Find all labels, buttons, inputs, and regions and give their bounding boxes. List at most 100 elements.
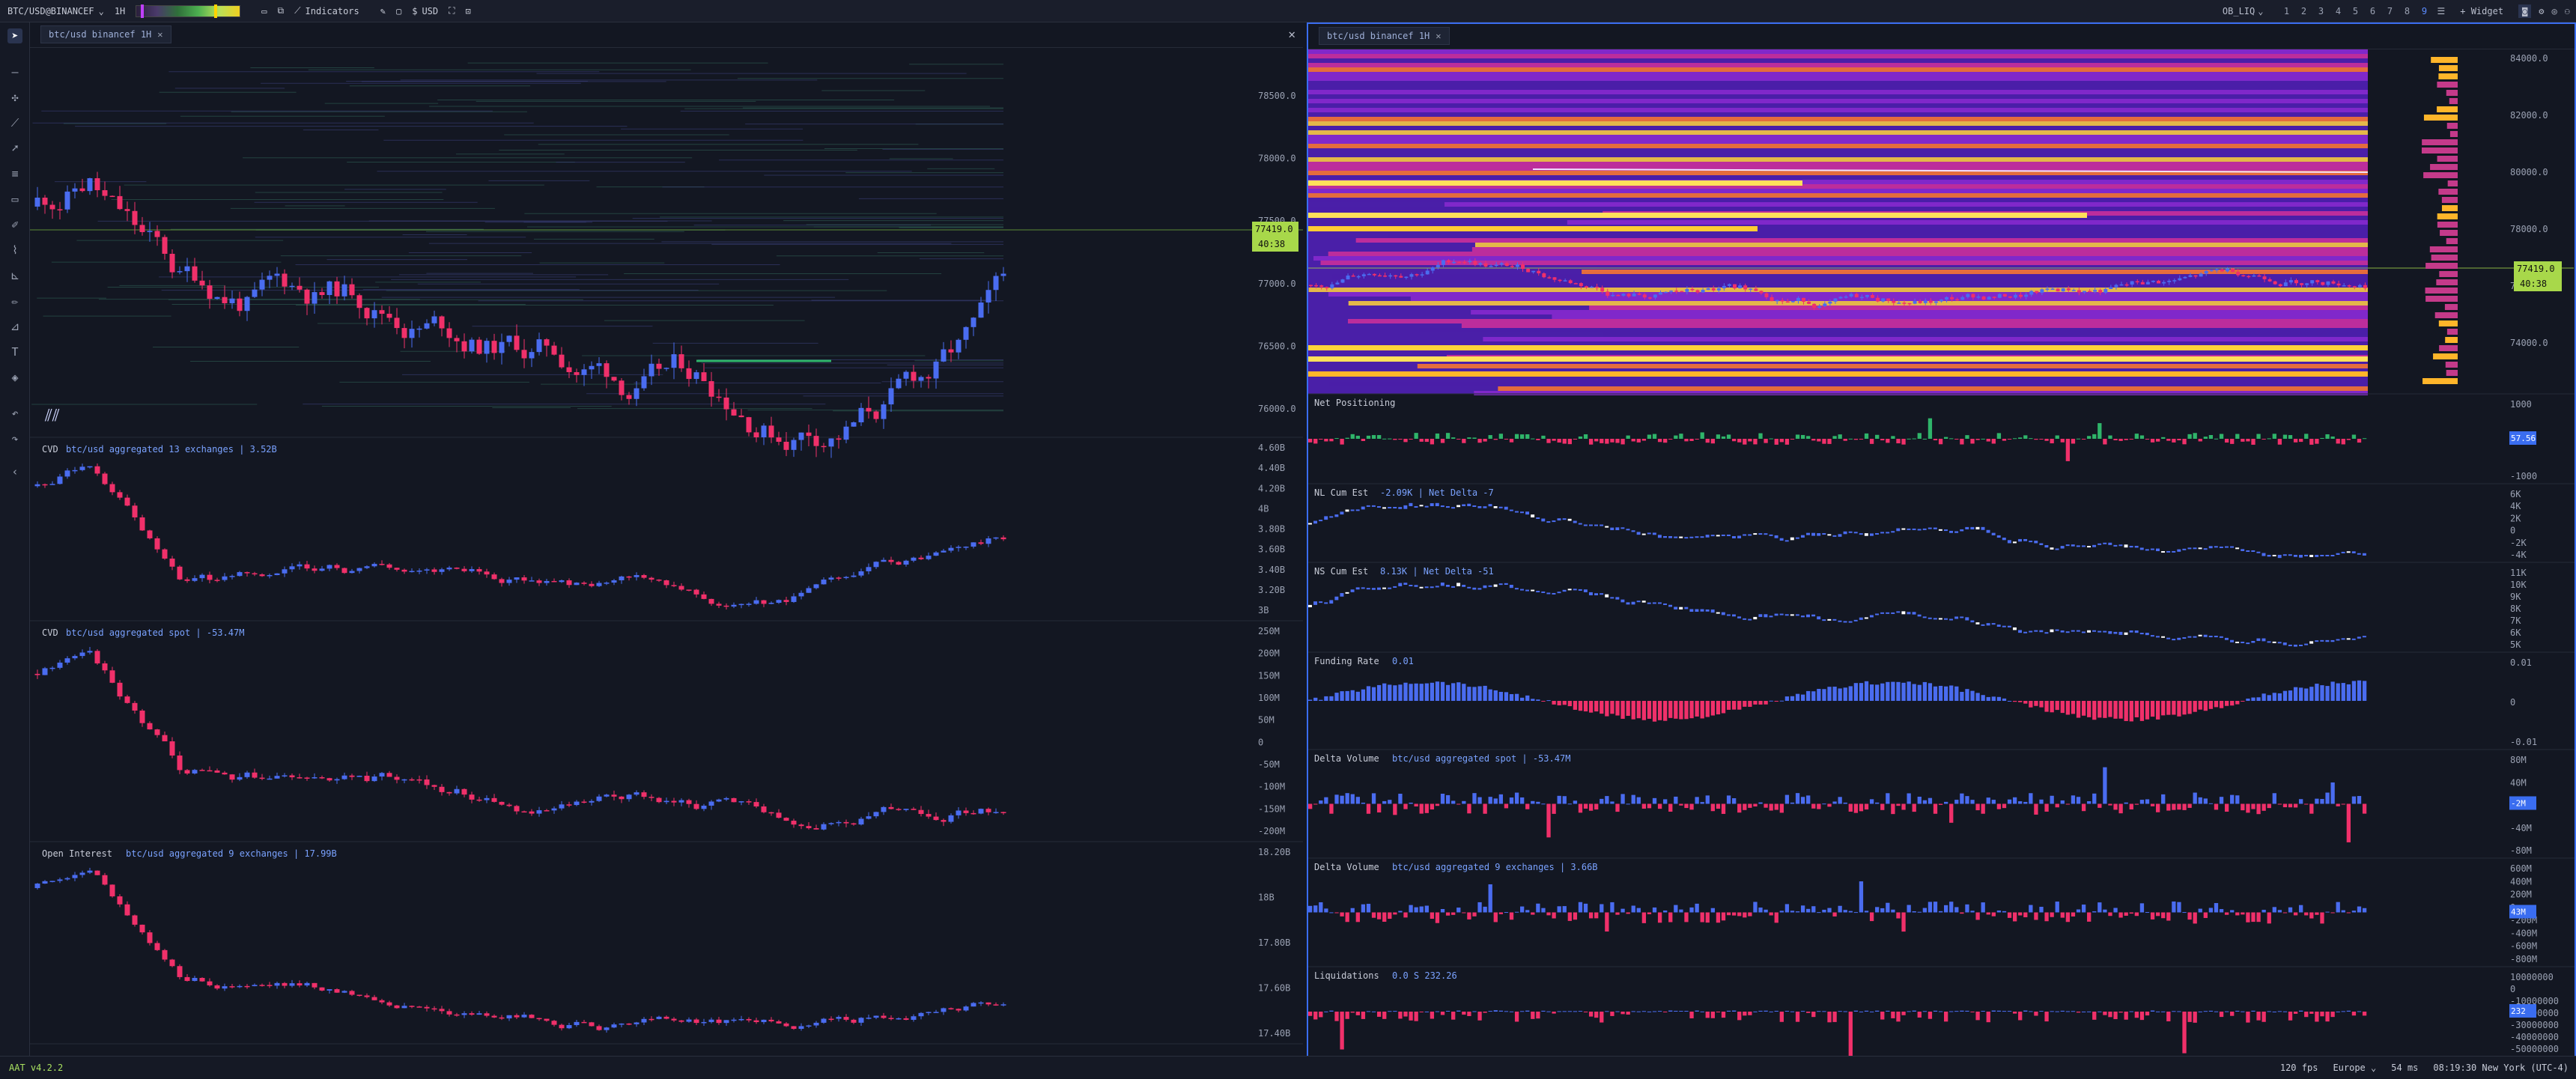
chart-pattern-icon[interactable]: ⌇ [12, 243, 18, 257]
fullscreen-icon[interactable]: ⛶ [449, 5, 455, 16]
cum-est-bar [1901, 611, 1906, 615]
layout-preset-selector[interactable]: OB_LIQ ⌄ [2223, 6, 2264, 16]
delta-bar [1398, 911, 1403, 913]
panel2-candle [873, 1015, 879, 1018]
cursor-icon[interactable]: ➤ [7, 28, 22, 43]
range-handle-low[interactable] [141, 4, 145, 18]
screenshot-icon[interactable]: ⊡ [465, 5, 471, 16]
panel2-candle [529, 1015, 535, 1018]
panel1-candle [926, 814, 932, 817]
cum-est-bar [1605, 526, 1609, 528]
layout-9-button[interactable]: 9 [2421, 6, 2428, 16]
arrow-icon[interactable]: ➚ [11, 142, 19, 155]
region-selector[interactable]: Europe ⌄ [2333, 1063, 2377, 1073]
delta-bar [2055, 701, 2059, 711]
right-chart-canvas[interactable]: 84000.082000.080000.078000.076000.074000… [1308, 49, 2575, 1057]
layout-2-button[interactable]: 2 [2300, 6, 2307, 16]
price-candle [237, 298, 243, 311]
rprice-candle [1966, 294, 1970, 297]
ruler-icon[interactable]: ⊾ [10, 269, 20, 282]
delta-bar [1382, 912, 1387, 923]
draw-icon[interactable]: ✎ [380, 5, 386, 16]
layout-8-button[interactable]: 8 [2404, 6, 2411, 16]
heatmap-band [1320, 261, 2368, 265]
delta-bar [1986, 797, 1990, 804]
heatmap-band [1582, 270, 2368, 274]
panel1-candle [491, 797, 497, 802]
currency-selector[interactable]: $ USD [412, 6, 438, 16]
folder-icon[interactable]: ▢ [395, 5, 402, 16]
measure-icon[interactable]: ⊿ [10, 320, 20, 333]
cum-est-bar [1901, 528, 1906, 530]
rpanel2-axis-tick: 7K [2510, 616, 2521, 626]
symbol-label: BTC/USD@BINANCEF [7, 5, 94, 16]
cum-est-bar [1498, 506, 1503, 508]
price-candle [746, 417, 752, 433]
heatmap-range-slider[interactable] [136, 4, 241, 18]
rprice-candle [1361, 274, 1366, 276]
parallel-lines-icon[interactable]: ≡ [11, 167, 19, 180]
layout-6-button[interactable]: 6 [2369, 6, 2376, 16]
delta-bar [1536, 801, 1540, 804]
crosshair-icon[interactable]: ✣ [11, 91, 19, 104]
right-chart-tab[interactable]: btc/usd binancef 1H ✕ [1319, 27, 1450, 45]
rprice-candle [2088, 291, 2092, 293]
close-tab-icon[interactable]: ✕ [157, 29, 163, 40]
layout-5-button[interactable]: 5 [2352, 6, 2359, 16]
cum-est-bar [1504, 506, 1508, 510]
volume-profile-bar [2425, 288, 2458, 294]
user-icon[interactable]: ⚇ [2564, 6, 2570, 16]
text-icon[interactable]: T [11, 345, 19, 359]
trendline-icon[interactable]: ⟋ [10, 116, 19, 130]
rectangle-icon[interactable]: ▭ [11, 192, 19, 206]
delta-bar [1732, 439, 1737, 442]
liquidity-band [1308, 226, 1758, 231]
left-chart-canvas[interactable]: 78500.078000.077500.077000.076500.076000… [30, 48, 1303, 1056]
delta-bar [2081, 905, 2086, 913]
layout-1-button[interactable]: 1 [2283, 6, 2290, 16]
compare-icon[interactable]: ⧉ [277, 5, 285, 16]
rprice-candle [1478, 263, 1483, 265]
cum-est-bar [1721, 534, 1725, 536]
indicators-button[interactable]: ⟋ Indicators [294, 5, 359, 16]
panel2-candle [918, 1012, 924, 1017]
close-tab-icon[interactable]: ✕ [1436, 31, 1442, 41]
pencil-icon[interactable]: ✏ [11, 294, 19, 308]
panel0-candle [596, 583, 602, 586]
delta-bar [1806, 1012, 1811, 1013]
delta-bar [2267, 912, 2271, 924]
panel2-candle [154, 943, 160, 950]
delta-bar [2241, 803, 2245, 811]
brush-icon[interactable]: ✐ [11, 218, 19, 231]
undo-icon[interactable]: ↶ [11, 407, 19, 420]
heatmap-band [1334, 350, 2368, 355]
timeframe-selector[interactable]: 1H [114, 5, 126, 16]
symbol-selector[interactable]: BTC/USD@BINANCEF ⌄ [7, 6, 104, 16]
collapse-sidebar-icon[interactable]: ‹ [11, 465, 19, 478]
panel1-candle [297, 777, 303, 779]
redo-icon[interactable]: ↷ [11, 432, 19, 446]
panel2-candle [619, 1023, 625, 1025]
rpanel1-axis-tick: 2K [2510, 513, 2521, 523]
range-handle-high[interactable] [214, 4, 218, 18]
list-icon[interactable]: ☰ [2437, 6, 2446, 16]
gear-icon[interactable]: ⚙ [2539, 6, 2545, 16]
add-widget-button[interactable]: + Widget [2460, 6, 2504, 16]
chart-type-icon[interactable]: ▭ [261, 5, 267, 16]
close-pane-icon[interactable]: ✕ [1288, 27, 1295, 41]
layout-7-button[interactable]: 7 [2387, 6, 2393, 16]
delta-bar [1483, 906, 1487, 913]
heatmap-band [1332, 274, 2368, 279]
layers-icon[interactable]: ◈ [11, 371, 19, 384]
layout-3-button[interactable]: 3 [2318, 6, 2324, 16]
camera-icon[interactable]: ◙ [2518, 4, 2532, 18]
layout-4-button[interactable]: 4 [2335, 6, 2342, 16]
delta-bar [1811, 691, 1816, 701]
horizontal-line-icon[interactable]: — [11, 65, 19, 79]
cum-est-bar [2139, 633, 2144, 635]
left-chart-tab[interactable]: btc/usd binancef 1H ✕ [40, 25, 171, 43]
broadcast-icon[interactable]: ◎ [2551, 6, 2557, 16]
panel2-candle [776, 1021, 782, 1024]
cum-est-bar [1541, 518, 1546, 522]
delta-bar [1345, 1012, 1349, 1019]
